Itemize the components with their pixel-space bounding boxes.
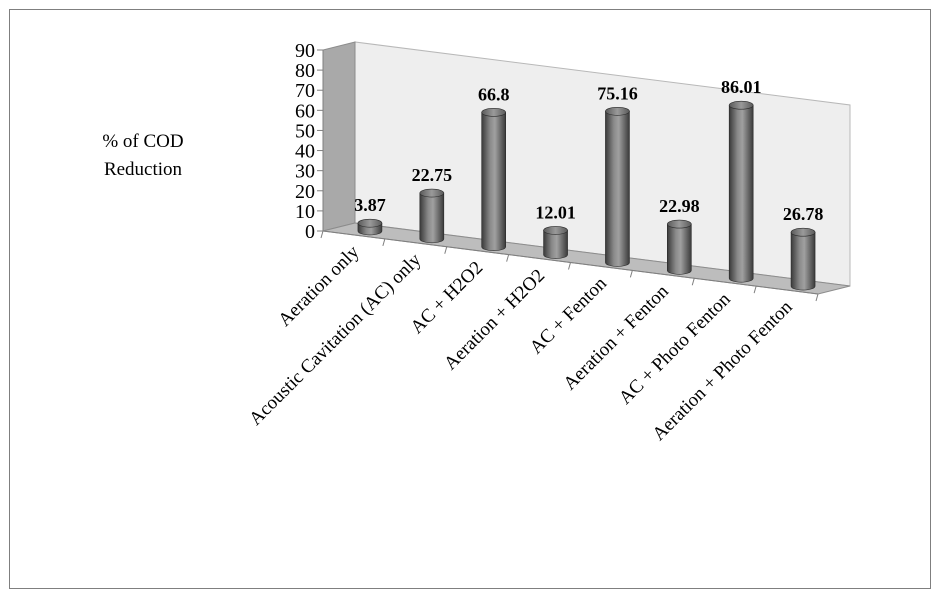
y-axis-label-line-1: % of COD bbox=[102, 131, 183, 152]
bar-top bbox=[419, 188, 445, 198]
data-label: 22.75 bbox=[412, 165, 453, 185]
plot-walls bbox=[322, 41, 851, 295]
x-tick-mark bbox=[691, 278, 695, 286]
bar-6 bbox=[667, 219, 692, 275]
bar-body bbox=[728, 104, 754, 283]
bar-top bbox=[481, 108, 506, 117]
x-tick-mark bbox=[320, 230, 324, 239]
data-label: 75.16 bbox=[597, 83, 638, 103]
x-tick-mark bbox=[753, 285, 757, 294]
bar-body bbox=[481, 112, 506, 251]
x-tick-mark bbox=[629, 270, 633, 278]
y-tick-label: 60 bbox=[295, 100, 315, 122]
bar-5 bbox=[605, 106, 630, 267]
bar-body bbox=[543, 230, 568, 259]
bar-body bbox=[790, 231, 816, 291]
bar-series bbox=[357, 100, 816, 291]
y-tick-label: 0 bbox=[305, 221, 315, 243]
data-label: 66.8 bbox=[478, 84, 510, 104]
bar-7 bbox=[728, 100, 754, 283]
y-axis-label-line-2: Reduction bbox=[104, 159, 183, 180]
bar-top bbox=[605, 106, 630, 116]
y-tick-label: 70 bbox=[295, 80, 315, 102]
y-tick-label: 40 bbox=[295, 141, 315, 163]
bar-4 bbox=[543, 226, 568, 259]
y-tick-label: 80 bbox=[295, 60, 315, 82]
data-label: 3.87 bbox=[354, 195, 386, 215]
side-wall bbox=[322, 41, 356, 232]
bar-1 bbox=[357, 218, 383, 236]
bar-top bbox=[728, 100, 754, 110]
y-tick-label: 10 bbox=[295, 201, 315, 223]
bar-top bbox=[357, 218, 383, 228]
x-tick-mark bbox=[506, 254, 510, 262]
x-tick-mark bbox=[815, 293, 819, 302]
x-tick-mark bbox=[382, 238, 386, 247]
bar-top bbox=[667, 219, 692, 229]
y-tick-label: 20 bbox=[295, 181, 315, 203]
bar-3 bbox=[481, 108, 506, 251]
back-wall bbox=[354, 41, 851, 287]
data-labels: 3.87 22.75 66.8 12.01 75.16 22.98 86.01 26.78 bbox=[354, 77, 823, 224]
bar-8 bbox=[790, 227, 816, 291]
category-label: Aeration + Photo Fenton bbox=[648, 296, 797, 445]
bar-2 bbox=[419, 188, 445, 244]
chart-frame: 0 10 20 30 40 50 60 70 80 90 3.87 22.75 66.8 12.01 75… bbox=[9, 9, 931, 589]
y-tick-label: 50 bbox=[295, 120, 315, 142]
data-label: 86.01 bbox=[721, 77, 762, 97]
bar-body bbox=[605, 110, 630, 267]
y-tick-label: 30 bbox=[295, 161, 315, 183]
bar-body bbox=[419, 192, 445, 244]
x-tick-mark bbox=[444, 246, 448, 254]
bar-body bbox=[667, 223, 692, 275]
data-label: 22.98 bbox=[659, 196, 700, 216]
data-label: 26.78 bbox=[783, 204, 824, 224]
x-tick-mark bbox=[568, 262, 571, 270]
data-label: 12.01 bbox=[535, 202, 576, 222]
y-tick-label: 90 bbox=[295, 40, 315, 62]
bar-top bbox=[790, 227, 816, 237]
bar-top bbox=[543, 226, 568, 235]
